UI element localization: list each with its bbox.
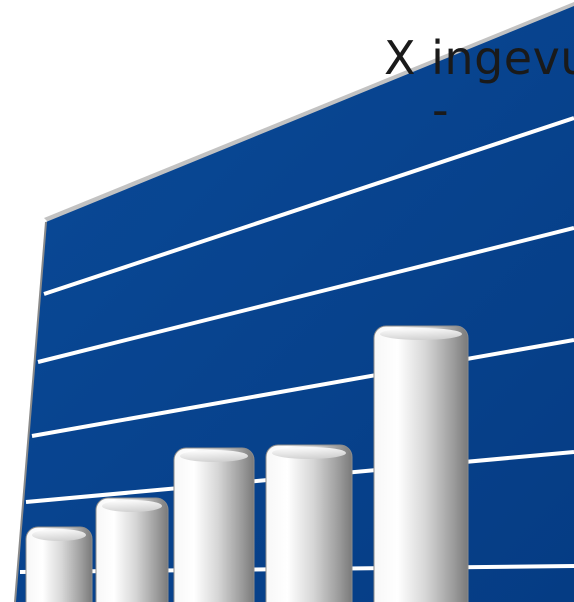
chart-bar-top bbox=[380, 328, 462, 340]
grid-line bbox=[43, 116, 574, 296]
caption-line-1: X ingevuld, bbox=[384, 31, 574, 85]
caption-text-block: X ingevuld, - bbox=[0, 0, 574, 160]
chart-bar-face bbox=[25, 526, 93, 602]
chart-bar bbox=[25, 526, 93, 602]
grid-line bbox=[37, 226, 574, 364]
chart-bar-top bbox=[272, 447, 346, 459]
chart-bar bbox=[173, 447, 255, 602]
chart-bars bbox=[25, 325, 469, 602]
chart-bar bbox=[265, 444, 353, 602]
chart-board-left-edge bbox=[14, 221, 47, 602]
chart-bar-face bbox=[95, 497, 169, 602]
chart-bar-face bbox=[265, 444, 353, 602]
chart-bar-top bbox=[32, 529, 86, 541]
chart-bar-top bbox=[102, 500, 162, 512]
chart-bar-face bbox=[373, 325, 469, 602]
chart-bar bbox=[373, 325, 469, 602]
caption-line-2: - bbox=[432, 83, 449, 137]
chart-bar bbox=[95, 497, 169, 602]
grid-line bbox=[31, 338, 574, 438]
chart-bar-face bbox=[173, 447, 255, 602]
chart-board-edge bbox=[44, 2, 574, 224]
chart-bar-top bbox=[180, 450, 248, 462]
